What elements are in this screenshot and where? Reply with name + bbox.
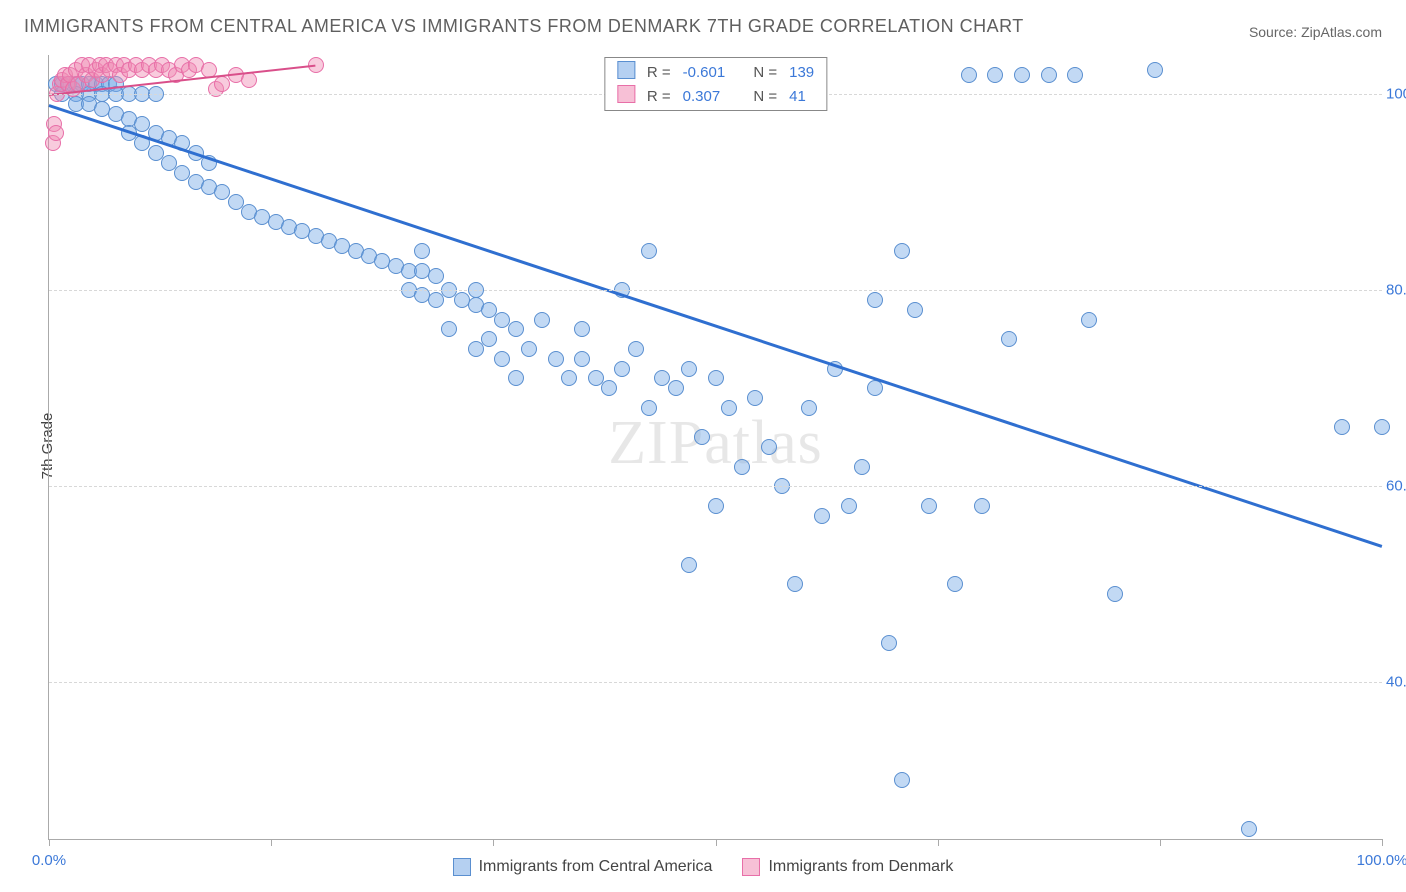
data-point xyxy=(48,125,64,141)
data-point xyxy=(1001,331,1017,347)
xtick xyxy=(1160,839,1161,846)
gridline xyxy=(49,290,1382,291)
data-point xyxy=(508,321,524,337)
data-point xyxy=(881,635,897,651)
xtick xyxy=(49,839,50,846)
data-point xyxy=(681,557,697,573)
data-point xyxy=(1147,62,1163,78)
data-point xyxy=(668,380,684,396)
data-point xyxy=(548,351,564,367)
data-point xyxy=(921,498,937,514)
r-value-blue: -0.601 xyxy=(677,60,732,84)
chart-title: IMMIGRANTS FROM CENTRAL AMERICA VS IMMIG… xyxy=(24,16,1024,37)
data-point xyxy=(708,498,724,514)
data-point xyxy=(801,400,817,416)
xtick xyxy=(271,839,272,846)
data-point xyxy=(561,370,577,386)
ytick-label: 40.0% xyxy=(1386,674,1406,691)
xtick xyxy=(493,839,494,846)
legend-item-pink: Immigrants from Denmark xyxy=(742,858,953,876)
data-point xyxy=(614,361,630,377)
data-point xyxy=(428,268,444,284)
ytick-label: 60.0% xyxy=(1386,478,1406,495)
source-prefix: Source: xyxy=(1249,24,1301,40)
r-label: R = xyxy=(641,60,677,84)
data-point xyxy=(1241,821,1257,837)
legend-item-blue: Immigrants from Central America xyxy=(453,858,713,876)
data-point xyxy=(1014,67,1030,83)
data-point xyxy=(1107,586,1123,602)
xtick xyxy=(1382,839,1383,846)
data-point xyxy=(574,321,590,337)
source-link[interactable]: ZipAtlas.com xyxy=(1301,24,1382,40)
r-label: R = xyxy=(641,84,677,108)
legend-label-blue: Immigrants from Central America xyxy=(479,858,713,876)
data-point xyxy=(854,459,870,475)
data-point xyxy=(961,67,977,83)
data-point xyxy=(814,508,830,524)
legend-row-blue: R = -0.601 N = 139 xyxy=(611,60,820,84)
xtick xyxy=(716,839,717,846)
r-value-pink: 0.307 xyxy=(677,84,732,108)
data-point xyxy=(641,400,657,416)
correlation-legend: R = -0.601 N = 139 R = 0.307 N = 41 xyxy=(604,57,827,111)
data-point xyxy=(1374,419,1390,435)
data-point xyxy=(747,390,763,406)
data-point xyxy=(694,429,710,445)
data-point xyxy=(894,772,910,788)
data-point xyxy=(867,380,883,396)
legend-row-pink: R = 0.307 N = 41 xyxy=(611,84,820,108)
n-label: N = xyxy=(747,84,783,108)
data-point xyxy=(787,576,803,592)
data-point xyxy=(1067,67,1083,83)
ytick-label: 80.0% xyxy=(1386,282,1406,299)
data-point xyxy=(734,459,750,475)
data-point xyxy=(601,380,617,396)
data-point xyxy=(494,351,510,367)
gridline xyxy=(49,486,1382,487)
data-point xyxy=(628,341,644,357)
data-point xyxy=(574,351,590,367)
source-attribution: Source: ZipAtlas.com xyxy=(1249,24,1382,40)
chart-plot-area: ZIPatlas R = -0.601 N = 139 R = 0.307 N … xyxy=(48,55,1382,840)
data-point xyxy=(867,292,883,308)
data-point xyxy=(1334,419,1350,435)
n-label: N = xyxy=(747,60,783,84)
data-point xyxy=(761,439,777,455)
data-point xyxy=(947,576,963,592)
n-value-pink: 41 xyxy=(783,84,820,108)
data-point xyxy=(987,67,1003,83)
series-legend: Immigrants from Central America Immigran… xyxy=(0,858,1406,876)
scatter-plot xyxy=(49,55,1382,839)
n-value-blue: 139 xyxy=(783,60,820,84)
data-point xyxy=(974,498,990,514)
legend-swatch-pink xyxy=(742,858,760,876)
data-point xyxy=(414,243,430,259)
data-point xyxy=(1081,312,1097,328)
legend-swatch-blue xyxy=(617,61,635,79)
legend-label-pink: Immigrants from Denmark xyxy=(768,858,953,876)
xtick xyxy=(938,839,939,846)
data-point xyxy=(681,361,697,377)
data-point xyxy=(907,302,923,318)
data-point xyxy=(441,321,457,337)
legend-swatch-pink xyxy=(617,85,635,103)
data-point xyxy=(1041,67,1057,83)
data-point xyxy=(894,243,910,259)
ytick-label: 100.0% xyxy=(1386,86,1406,103)
legend-swatch-blue xyxy=(453,858,471,876)
data-point xyxy=(481,331,497,347)
data-point xyxy=(721,400,737,416)
data-point xyxy=(641,243,657,259)
data-point xyxy=(508,370,524,386)
trendline-blue xyxy=(49,104,1383,547)
gridline xyxy=(49,682,1382,683)
data-point xyxy=(521,341,537,357)
data-point xyxy=(708,370,724,386)
data-point xyxy=(841,498,857,514)
data-point xyxy=(534,312,550,328)
